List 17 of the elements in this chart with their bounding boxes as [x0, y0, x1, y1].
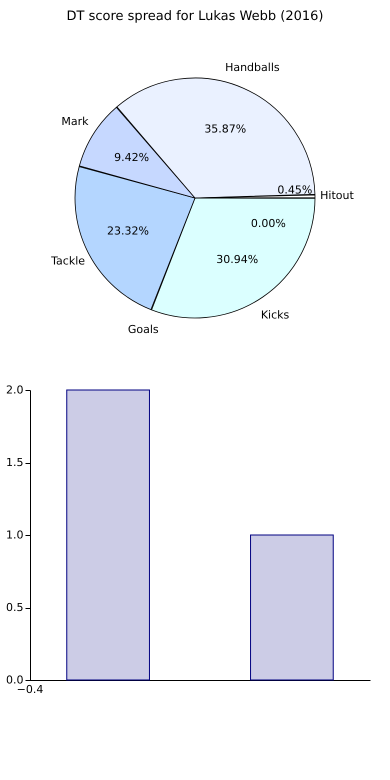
category-label: Goals: [128, 323, 159, 336]
slice-label: Tackle: [50, 254, 86, 268]
data-label: 23.32%: [106, 224, 149, 238]
data-label: 9.42%: [114, 150, 150, 164]
y-tick-label: 0.5: [6, 601, 24, 614]
text: 0.00%: [250, 217, 286, 230]
slice-label: Hitout: [320, 188, 354, 202]
data-label: 35.87%: [204, 122, 246, 136]
slice-label: Handballs: [225, 61, 280, 74]
slice-label: Kicks: [260, 308, 290, 322]
data-label: 30.94%: [216, 252, 258, 266]
data-label: 0.45%: [277, 184, 312, 197]
y-tick-label: 2.0: [6, 384, 24, 396]
y-tick-label: 1.5: [6, 456, 24, 469]
y-tick-label: 1.0: [6, 528, 24, 542]
chart-title: DT score spread for Lukas Webb (2016): [66, 9, 324, 24]
slice-label: Mark: [61, 115, 90, 128]
